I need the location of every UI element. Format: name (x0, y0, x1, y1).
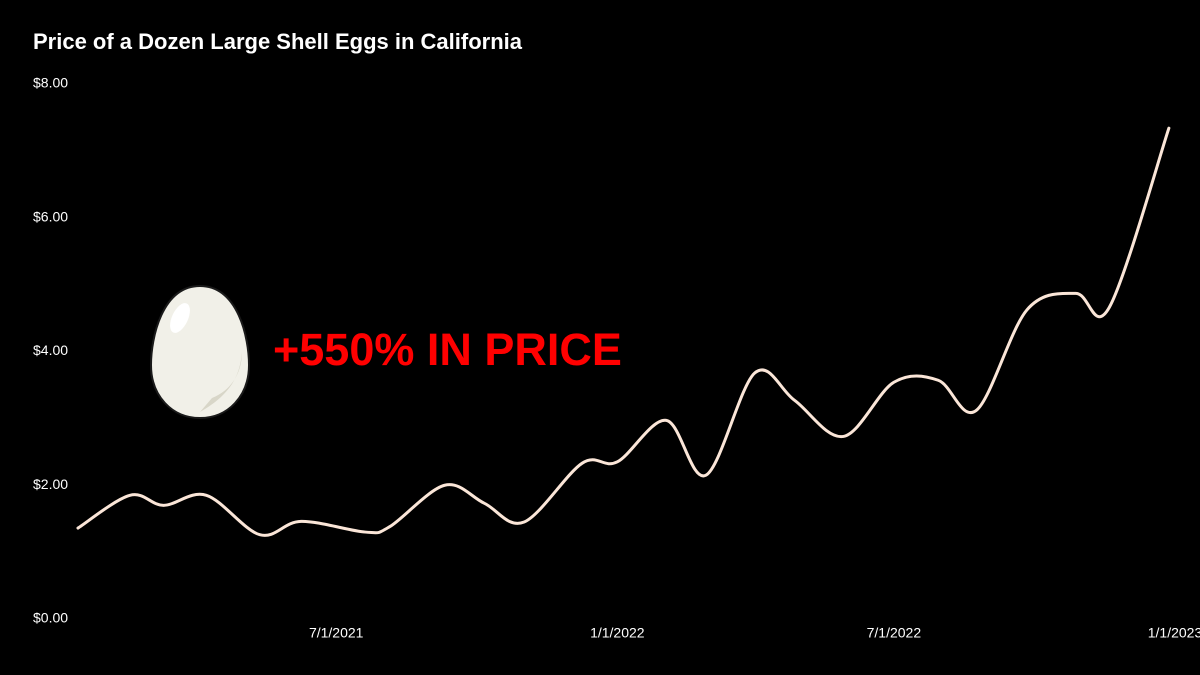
y-tick-label: $0.00 (33, 610, 68, 626)
annotation: +550% IN PRICE (273, 324, 622, 375)
price-line (76, 126, 1171, 537)
x-tick-label: 1/1/2022 (590, 625, 645, 641)
x-tick-label: 1/1/2023 (1148, 625, 1200, 641)
y-tick-label: $6.00 (33, 208, 68, 224)
y-tick-label: $8.00 (33, 75, 68, 91)
egg-icon (149, 284, 251, 420)
x-tick-label: 7/1/2021 (309, 625, 364, 641)
x-tick-label: 7/1/2022 (867, 625, 922, 641)
y-tick-label: $2.00 (33, 476, 68, 492)
y-tick-label: $4.00 (33, 342, 68, 358)
chart-title: Price of a Dozen Large Shell Eggs in Cal… (33, 29, 523, 54)
